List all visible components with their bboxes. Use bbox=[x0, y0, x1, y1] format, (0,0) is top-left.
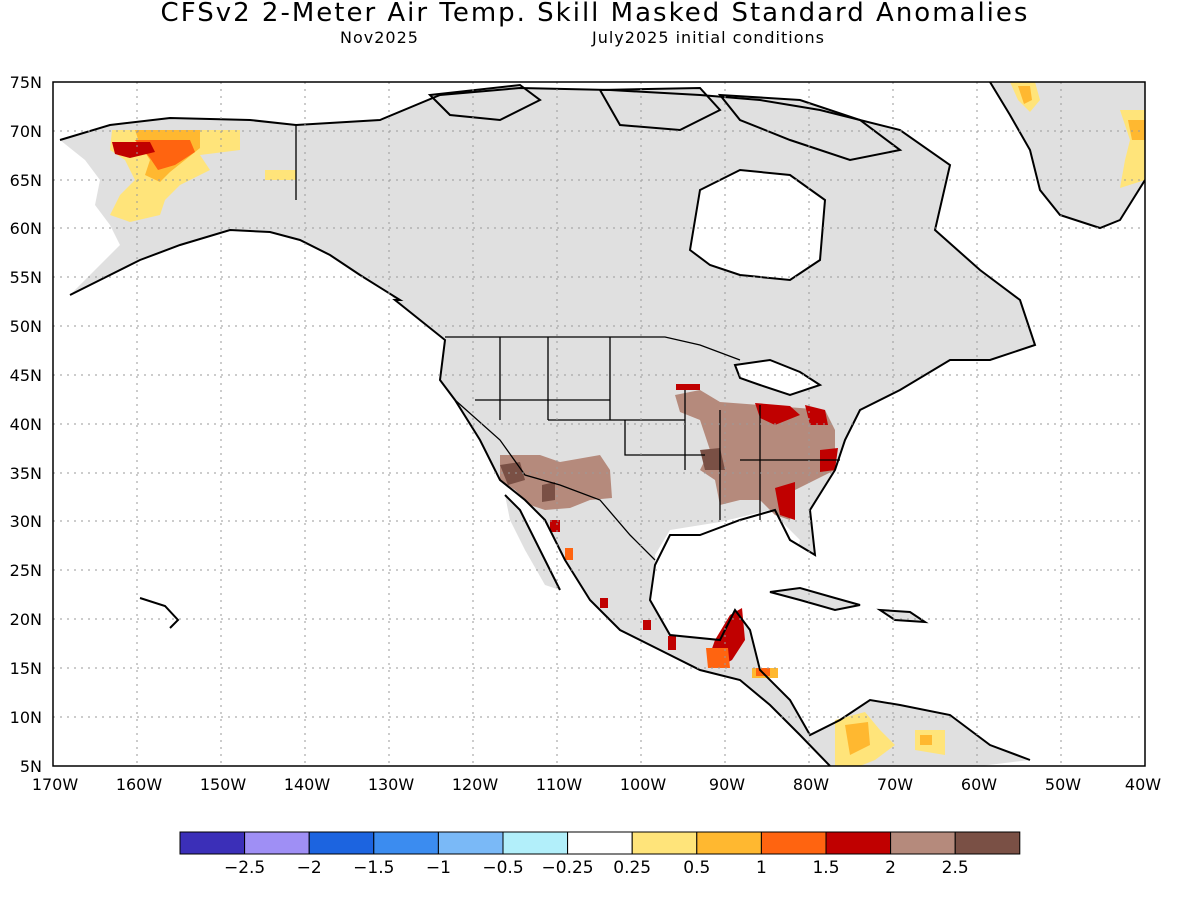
lon-label: 70W bbox=[877, 775, 913, 794]
lon-label: 130W bbox=[368, 775, 415, 794]
forecast-month: Nov2025 bbox=[340, 28, 419, 47]
lat-label: 75N bbox=[10, 73, 42, 92]
lon-label: 50W bbox=[1045, 775, 1081, 794]
lon-label: 60W bbox=[961, 775, 997, 794]
lon-label: 120W bbox=[452, 775, 499, 794]
great-lakes bbox=[735, 360, 820, 395]
lat-label: 25N bbox=[10, 561, 42, 580]
longitude-labels: 170W 160W 150W 140W 130W 120W 110W 100W … bbox=[32, 775, 1161, 794]
colorbar-label: 2 bbox=[885, 858, 896, 878]
colorbar-label: 0.5 bbox=[683, 858, 710, 878]
colorbar-swatch bbox=[954, 831, 1021, 855]
lat-label: 40N bbox=[10, 415, 42, 434]
latitude-labels: 75N 70N 65N 60N 55N 50N 45N 40N 35N 30N … bbox=[10, 73, 42, 776]
colorbar-swatch bbox=[179, 831, 246, 855]
lon-label: 90W bbox=[709, 775, 745, 794]
colorbar-label: −2.5 bbox=[224, 858, 265, 878]
colorbar-swatch bbox=[567, 831, 633, 855]
colorbar-labels: −2.5 −2 −1.5 −1 −0.5 −0.25 0.25 0.5 1 1.5 2 2.5 bbox=[224, 858, 969, 878]
colorbar bbox=[179, 831, 1021, 855]
colorbar-label: 1 bbox=[756, 858, 767, 878]
lat-label: 15N bbox=[10, 659, 42, 678]
lon-label: 40W bbox=[1125, 775, 1161, 794]
colorbar-label: −0.5 bbox=[482, 858, 523, 878]
colorbar-swatch bbox=[825, 831, 892, 855]
colorbar-swatch bbox=[760, 831, 827, 855]
lat-label: 35N bbox=[10, 464, 42, 483]
colorbar-label: 0.25 bbox=[613, 858, 651, 878]
hudson-bay bbox=[690, 170, 825, 280]
colorbar-swatch bbox=[373, 831, 439, 855]
lat-label: 60N bbox=[10, 219, 42, 238]
lat-label: 5N bbox=[20, 757, 42, 776]
colorbar-label: 1.5 bbox=[812, 858, 839, 878]
colorbar-swatch bbox=[631, 831, 698, 855]
anomaly-shading bbox=[110, 82, 1145, 766]
lon-label: 110W bbox=[536, 775, 583, 794]
gulf-of-mexico bbox=[655, 510, 800, 640]
colorbar-swatch bbox=[244, 831, 310, 855]
map-border bbox=[52, 81, 1146, 767]
colorbar-label: −1 bbox=[426, 858, 451, 878]
colorbar-swatch bbox=[890, 831, 956, 855]
lon-label: 80W bbox=[793, 775, 829, 794]
lat-label: 20N bbox=[10, 610, 42, 629]
lon-label: 170W bbox=[32, 775, 79, 794]
lon-label: 100W bbox=[620, 775, 667, 794]
lon-label: 150W bbox=[200, 775, 247, 794]
colorbar-label: −0.25 bbox=[542, 858, 594, 878]
lat-label: 55N bbox=[10, 268, 42, 287]
borders bbox=[295, 125, 840, 561]
lat-label: 50N bbox=[10, 317, 42, 336]
colorbar-label: 2.5 bbox=[942, 858, 969, 878]
lat-label: 70N bbox=[10, 122, 42, 141]
lat-label: 45N bbox=[10, 366, 42, 385]
lat-label: 10N bbox=[10, 708, 42, 727]
colorbar-swatch bbox=[696, 831, 762, 855]
chart-title: CFSv2 2-Meter Air Temp. Skill Masked Sta… bbox=[160, 0, 1030, 28]
map-layers bbox=[53, 82, 1145, 766]
initial-conditions: July2025 initial conditions bbox=[592, 28, 825, 47]
lon-label: 140W bbox=[284, 775, 331, 794]
colorbar-label: −1.5 bbox=[353, 858, 394, 878]
colorbar-swatch bbox=[308, 831, 375, 855]
graticule bbox=[53, 82, 1145, 766]
colorbar-swatch bbox=[502, 831, 569, 855]
lon-label: 160W bbox=[116, 775, 163, 794]
lat-label: 65N bbox=[10, 171, 42, 190]
colorbar-swatch bbox=[437, 831, 504, 855]
colorbar-label: −2 bbox=[297, 858, 322, 878]
lat-label: 30N bbox=[10, 512, 42, 531]
